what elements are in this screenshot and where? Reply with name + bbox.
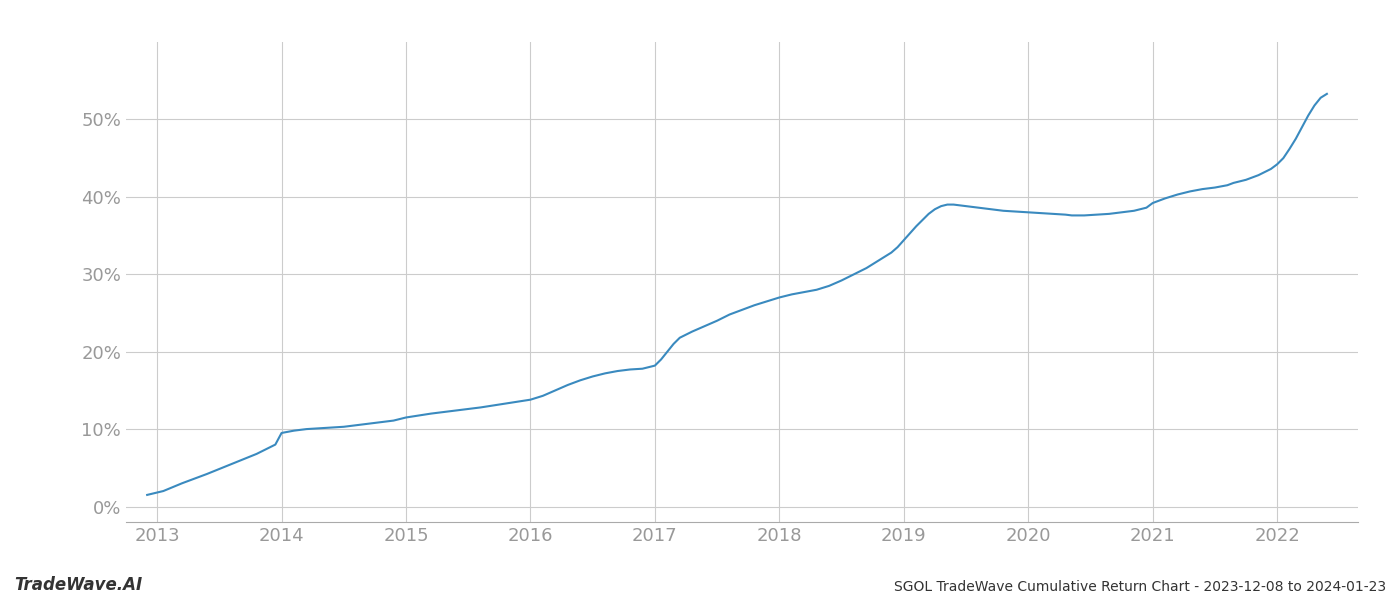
Text: TradeWave.AI: TradeWave.AI xyxy=(14,576,143,594)
Text: SGOL TradeWave Cumulative Return Chart - 2023-12-08 to 2024-01-23: SGOL TradeWave Cumulative Return Chart -… xyxy=(893,580,1386,594)
